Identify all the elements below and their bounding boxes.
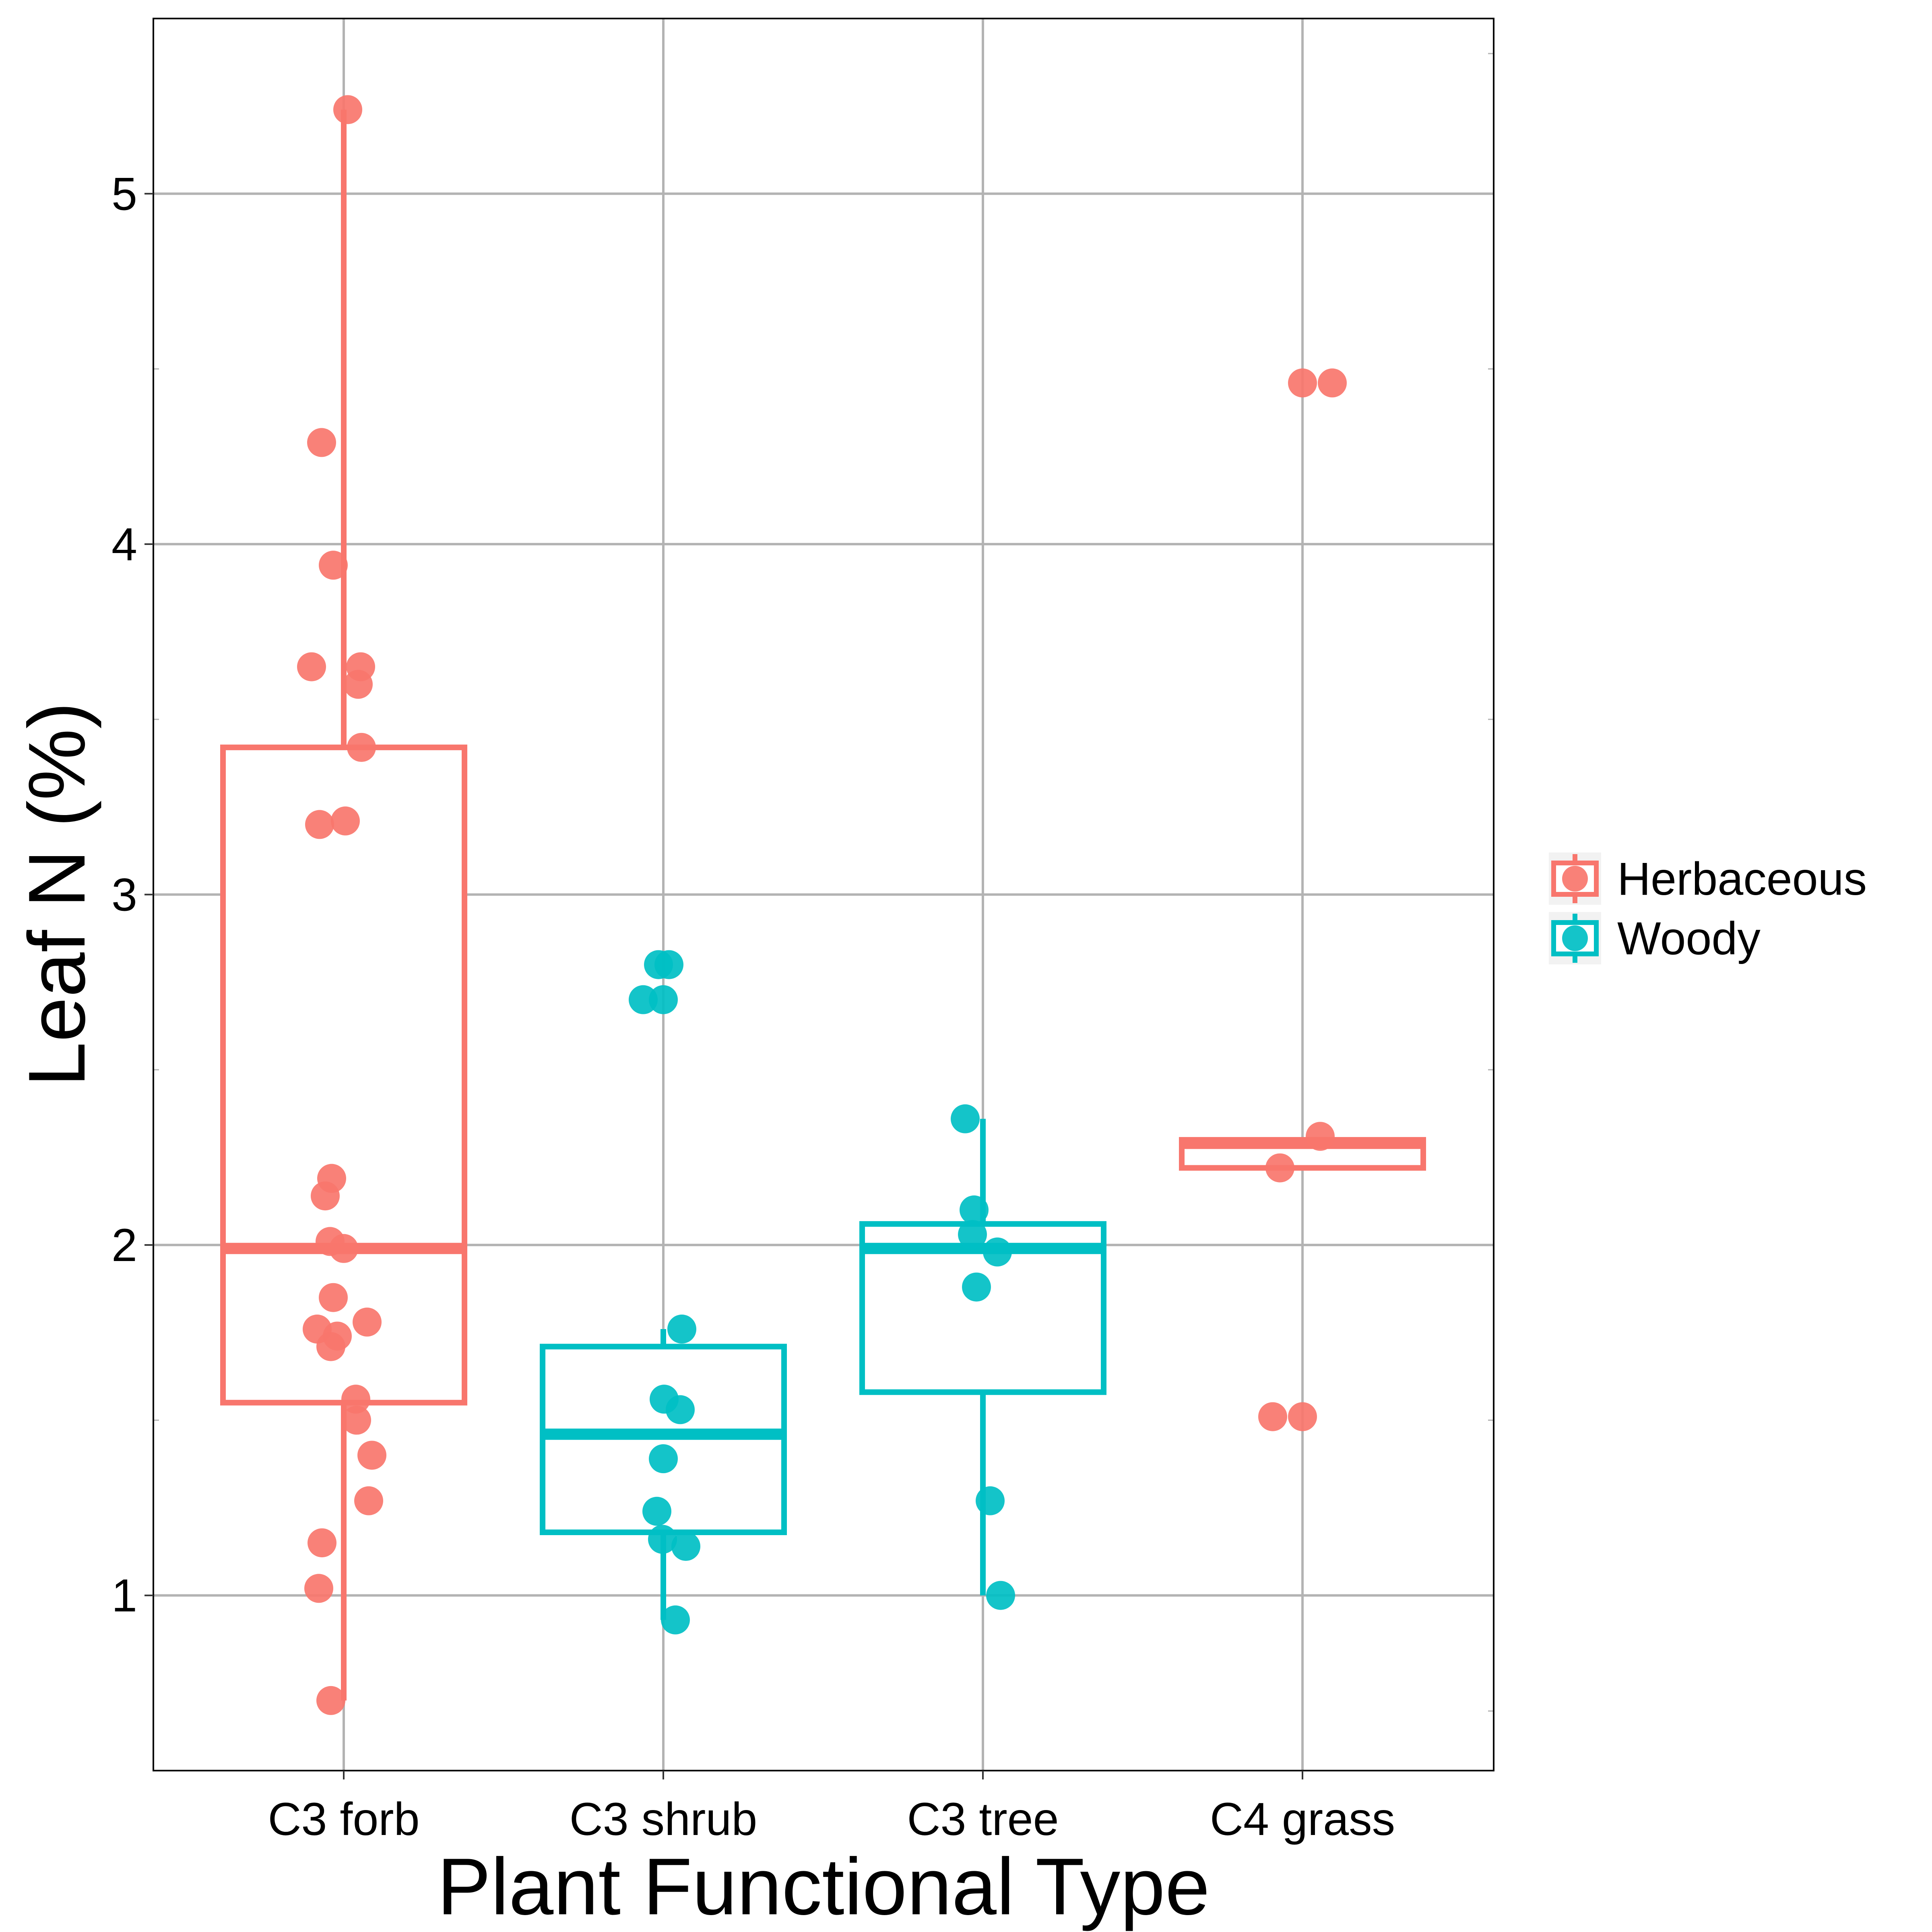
y-axis-title: Leaf N (%) — [12, 702, 102, 1087]
point-c4-grass-3 — [1265, 1153, 1294, 1183]
point-c3-forb-0 — [333, 95, 362, 124]
point-c3-shrub-6 — [666, 1395, 695, 1424]
legend-label-woody: Woody — [1617, 913, 1761, 964]
point-c3-forb-20 — [357, 1441, 386, 1470]
legend-label-herbaceous: Herbaceous — [1617, 853, 1867, 905]
point-c3-forb-21 — [354, 1486, 383, 1515]
y-tick-label-2: 2 — [111, 1220, 137, 1271]
y-tick-label-5: 5 — [111, 168, 137, 220]
point-c3-shrub-9 — [648, 1525, 677, 1554]
point-c3-shrub-3 — [649, 985, 678, 1014]
point-c3-forb-8 — [331, 806, 360, 836]
x-tick-label-c3-forb: C3 forb — [268, 1794, 419, 1845]
legend-item-woody: Woody — [1549, 912, 1761, 964]
point-c3-forb-10 — [311, 1181, 340, 1211]
point-c3-shrub-10 — [671, 1532, 700, 1561]
point-c3-forb-12 — [329, 1234, 358, 1263]
point-c3-forb-24 — [316, 1686, 345, 1715]
point-c3-tree-4 — [962, 1272, 991, 1302]
point-c3-tree-3 — [983, 1237, 1012, 1267]
point-c4-grass-5 — [1288, 1402, 1317, 1431]
x-axis: C3 forb C3 shrub C3 tree C4 grass — [268, 1771, 1395, 1845]
legend-key-point-woody — [1562, 925, 1588, 951]
box-c4-grass — [1179, 1137, 1426, 1171]
x-axis-title: Plant Functional Type — [437, 1842, 1210, 1932]
point-c3-forb-3 — [297, 652, 326, 681]
point-c4-grass-4 — [1258, 1402, 1287, 1431]
point-layer — [297, 95, 1347, 1715]
box-layer — [220, 109, 1426, 1701]
x-tick-label-c3-tree: C3 tree — [907, 1794, 1059, 1845]
point-c3-shrub-1 — [654, 950, 683, 979]
point-c3-tree-0 — [951, 1104, 980, 1133]
y-axis: 1 2 3 4 5 — [111, 168, 153, 1622]
point-c3-shrub-7 — [649, 1444, 678, 1474]
box-c3-forb — [220, 109, 467, 1701]
point-c3-shrub-4 — [667, 1315, 696, 1344]
point-c3-forb-18 — [341, 1385, 370, 1414]
y-tick-label-3: 3 — [111, 869, 137, 921]
y-tick-label-4: 4 — [111, 519, 137, 570]
point-c3-tree-1 — [960, 1195, 989, 1225]
point-c4-grass-2 — [1306, 1122, 1335, 1151]
point-c3-forb-1 — [307, 428, 336, 457]
legend: Herbaceous Woody — [1549, 852, 1867, 964]
point-c3-forb-23 — [304, 1574, 333, 1603]
point-c3-forb-6 — [347, 733, 376, 762]
point-c3-forb-5 — [344, 670, 373, 699]
point-c3-forb-17 — [353, 1307, 382, 1337]
point-c3-forb-22 — [308, 1528, 336, 1558]
point-c3-shrub-8 — [642, 1496, 671, 1526]
point-c3-forb-19 — [342, 1406, 371, 1435]
x-tick-label-c3-shrub: C3 shrub — [570, 1794, 758, 1845]
point-c4-grass-1 — [1318, 368, 1347, 398]
point-c3-tree-2 — [958, 1220, 987, 1249]
point-c3-forb-13 — [319, 1283, 348, 1312]
point-c3-forb-2 — [319, 551, 348, 580]
y-tick-label-1: 1 — [111, 1570, 137, 1622]
point-c3-shrub-2 — [629, 985, 658, 1014]
point-c3-tree-5 — [976, 1486, 1005, 1515]
point-c3-forb-16 — [316, 1332, 345, 1361]
x-tick-label-c4-grass: C4 grass — [1210, 1794, 1395, 1845]
point-c4-grass-0 — [1288, 368, 1317, 398]
point-c3-shrub-11 — [661, 1605, 690, 1635]
point-c3-forb-7 — [305, 810, 334, 839]
legend-item-herbaceous: Herbaceous — [1549, 852, 1867, 905]
legend-key-point-herbaceous — [1562, 866, 1588, 892]
point-c3-tree-6 — [986, 1581, 1015, 1610]
